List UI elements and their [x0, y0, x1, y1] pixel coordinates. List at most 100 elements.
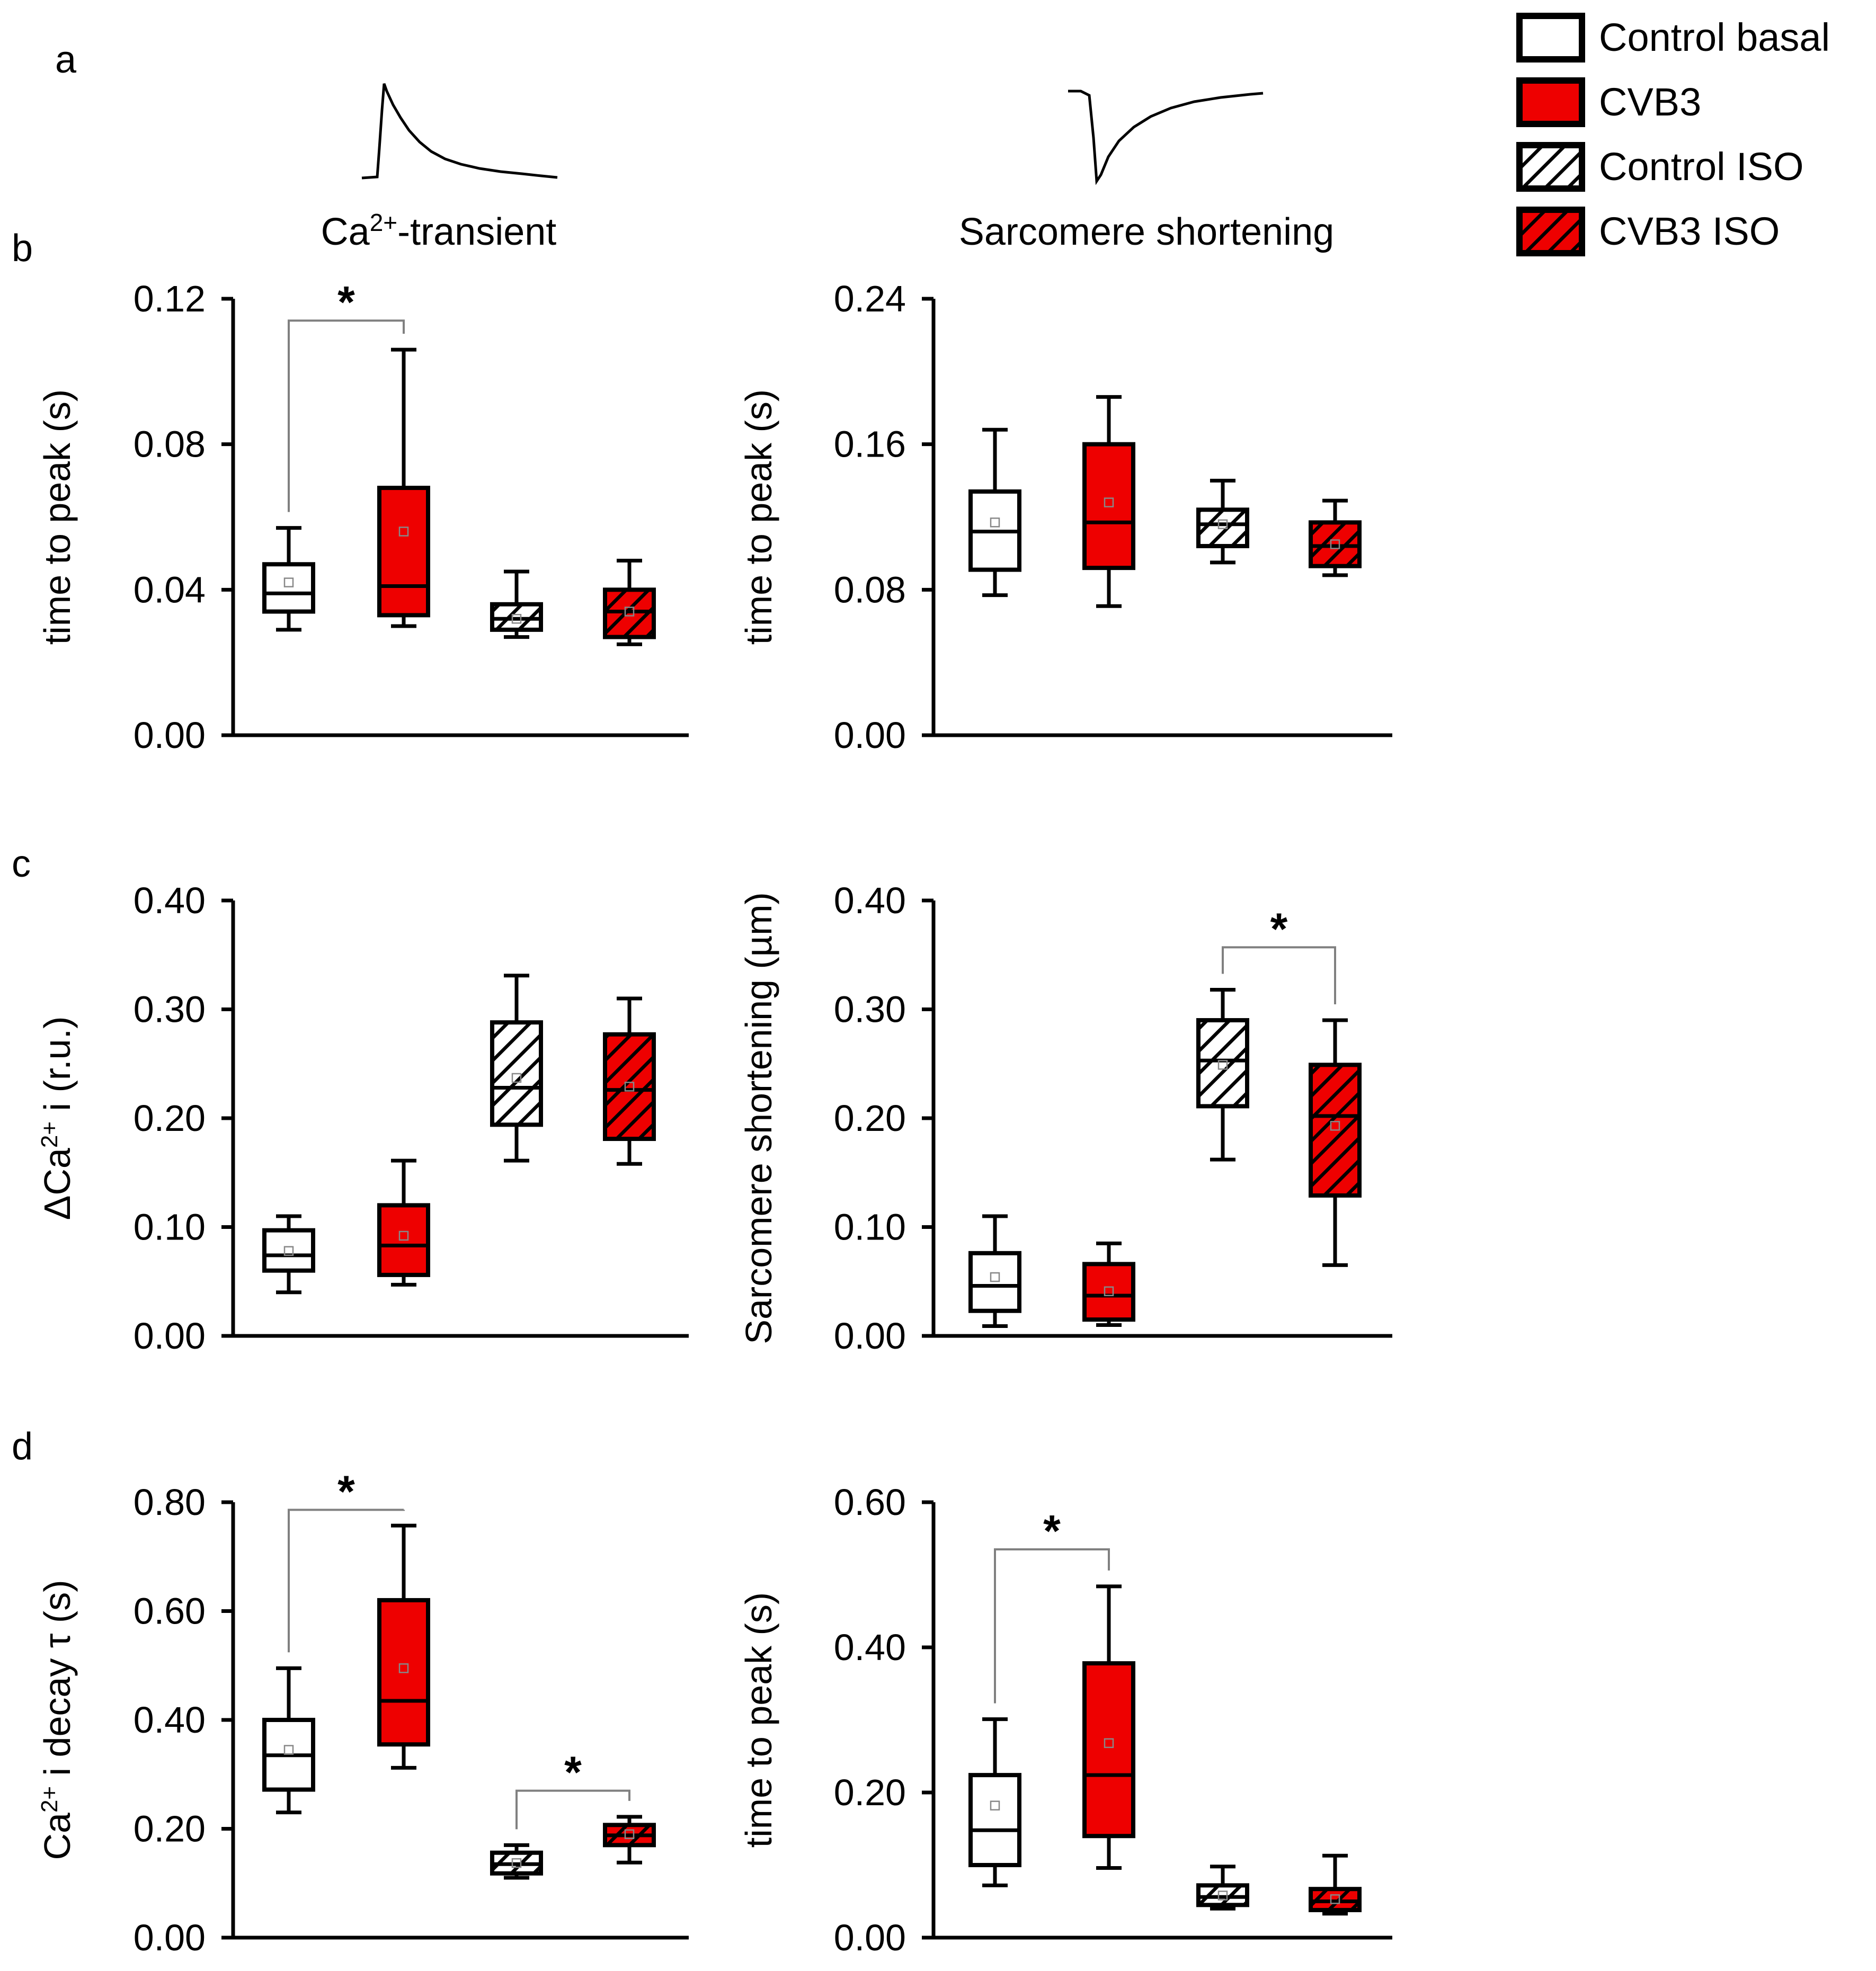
y-tick-label: 0.40: [134, 880, 206, 921]
mean-marker-cvb3-iso: [624, 1829, 635, 1840]
y-tick-label: 0.20: [134, 1098, 206, 1139]
mean-marker-control-iso: [1217, 1890, 1228, 1901]
column-title-sarcomere-shortening: Sarcomere shortening: [959, 211, 1334, 253]
y-tick-label: 0.00: [134, 1315, 206, 1357]
legend-label-cvb3: CVB3: [1599, 80, 1701, 124]
y-axis-title: Ca2+ i decay τ (s): [37, 1580, 78, 1860]
panel-label-d: d: [12, 1425, 33, 1468]
y-tick-label: 0.12: [134, 278, 206, 319]
mean-marker-control-iso: [1217, 519, 1228, 529]
box-outline-cvb3: [1082, 1661, 1135, 1839]
y-tick-label: 0.10: [834, 1207, 906, 1248]
y-tick-label: 0.20: [834, 1098, 906, 1139]
y-tick-label: 0.00: [134, 1917, 206, 1958]
plot-c-delta-ca-amplitude: 0.00 0.10 0.20 0.30 0.40 ΔCa2+ i (r.u.): [37, 880, 689, 1357]
box-outline-cvb3-iso: [603, 1032, 656, 1141]
mean-marker-cvb3-iso: [1330, 1894, 1340, 1904]
box-fill-control-basal: [264, 1230, 313, 1271]
ca-transient-trace: [361, 83, 558, 180]
y-tick-label: 0.24: [834, 278, 906, 319]
mean-marker-cvb3-iso: [1330, 1121, 1340, 1131]
box-outline-control-basal: [968, 1773, 1021, 1868]
box-outline-control-basal: [262, 562, 315, 614]
y-tick-label: 0.00: [834, 1315, 906, 1357]
legend-swatch-control-basal: [1516, 13, 1585, 63]
significance-bracket: [288, 1509, 405, 1653]
mean-marker-control-basal: [990, 1272, 1000, 1282]
significance-bracket: [515, 1789, 630, 1830]
y-tick-label: 0.16: [834, 424, 906, 465]
plot-c-sarcomere-shortening: 0.00 0.10 0.20 0.30 0.40 Sarcomere shortening…: [738, 880, 1392, 1357]
legend-swatch-cvb3: [1516, 77, 1585, 127]
box-fill-control-basal: [971, 1775, 1019, 1865]
panel-label-a: a: [55, 39, 77, 81]
significance-star: *: [337, 277, 355, 327]
mean-marker-control-basal: [283, 1246, 294, 1256]
mean-marker-cvb3: [398, 1230, 409, 1241]
box-fill-control-basal: [264, 564, 313, 612]
legend-label-control-iso: Control ISO: [1599, 145, 1804, 189]
y-tick-label: 0.40: [834, 880, 906, 921]
legend-item-cvb3-iso: CVB3 ISO: [1516, 207, 1780, 256]
significance-bracket: [1222, 946, 1336, 1005]
mean-marker-cvb3: [1104, 1738, 1114, 1749]
panel-label-b: b: [12, 227, 33, 270]
legend-label-cvb3-iso: CVB3 ISO: [1599, 209, 1780, 253]
legend: Control basal CVB3 Control ISO CVB3 ISO: [1516, 13, 1830, 256]
plot-d-ca-decay-tau: 0.00 0.20 0.40 0.60 0.80 Ca2+ i decay τ (s) * *: [37, 1466, 689, 1958]
y-tick-label: 0.60: [834, 1482, 906, 1523]
box-outline-cvb3: [377, 1203, 430, 1277]
y-axis-title: Sarcomere shortening (µm): [738, 892, 779, 1344]
mean-marker-control-basal: [990, 1800, 1000, 1811]
mean-marker-cvb3: [1104, 497, 1114, 507]
panel-label-c: c: [12, 843, 31, 885]
significance-star: *: [337, 1466, 355, 1516]
y-tick-label: 0.60: [134, 1591, 206, 1632]
plot-b-sarcomere-time-to-peak: 0.00 0.08 0.16 0.24 time to peak (s): [738, 278, 1392, 756]
mean-marker-control-basal: [283, 577, 294, 587]
box-fill-cvb3: [1084, 1264, 1133, 1320]
box-outline-control-iso: [1196, 507, 1249, 548]
box-hatch-control-iso: [1198, 1020, 1247, 1107]
significance-bracket: [288, 319, 405, 512]
plot-d-sarcomere-time-to-peak: 0.00 0.20 0.40 0.60 time to peak (s) *: [738, 1482, 1392, 1958]
box-outline-cvb3: [1082, 1262, 1135, 1322]
box-outline-control-basal: [262, 1228, 315, 1273]
box-outline-control-iso: [490, 1020, 543, 1127]
mean-marker-control-basal: [990, 518, 1000, 528]
y-tick-label: 0.10: [134, 1207, 206, 1248]
box-outline-cvb3: [1082, 442, 1135, 570]
y-axis-title: time to peak (s): [37, 389, 78, 645]
box-fill-cvb3: [379, 488, 428, 616]
box-outline-control-basal: [968, 1251, 1021, 1313]
legend-item-control-iso: Control ISO: [1516, 142, 1804, 192]
y-tick-label: 0.08: [834, 569, 906, 610]
mean-marker-control-iso: [511, 1858, 522, 1868]
y-tick-label: 0.04: [134, 569, 206, 610]
legend-swatch-control-iso-hatch: [1516, 142, 1585, 192]
legend-label-control-basal: Control basal: [1599, 15, 1830, 59]
box-outline-cvb3-iso: [1309, 1063, 1362, 1198]
significance-star: *: [1043, 1506, 1061, 1556]
legend-item-cvb3: CVB3: [1516, 77, 1701, 127]
box-outline-cvb3: [377, 1598, 430, 1747]
significance-star: *: [1270, 904, 1288, 953]
column-title-ca-transient: Ca2+-transient: [321, 209, 557, 253]
y-tick-label: 0.40: [134, 1699, 206, 1741]
sarcomere-shortening-trace: [1068, 90, 1264, 185]
box-outline-cvb3: [377, 486, 430, 618]
y-tick-label: 0.80: [134, 1482, 206, 1523]
significance-star: *: [564, 1747, 582, 1797]
mean-marker-control-iso: [1217, 1060, 1228, 1070]
mean-marker-control-iso: [511, 1073, 522, 1083]
y-tick-label: 0.00: [834, 715, 906, 756]
box-outline-control-iso: [1196, 1018, 1249, 1109]
y-tick-label: 0.40: [834, 1627, 906, 1668]
y-tick-label: 0.08: [134, 424, 206, 465]
y-axis-title: time to peak (s): [738, 1592, 779, 1848]
mean-marker-cvb3: [1104, 1286, 1114, 1296]
mean-marker-cvb3: [398, 527, 409, 537]
legend-swatch-cvb3-iso-hatch: [1516, 207, 1585, 256]
significance-bracket: [994, 1548, 1110, 1704]
